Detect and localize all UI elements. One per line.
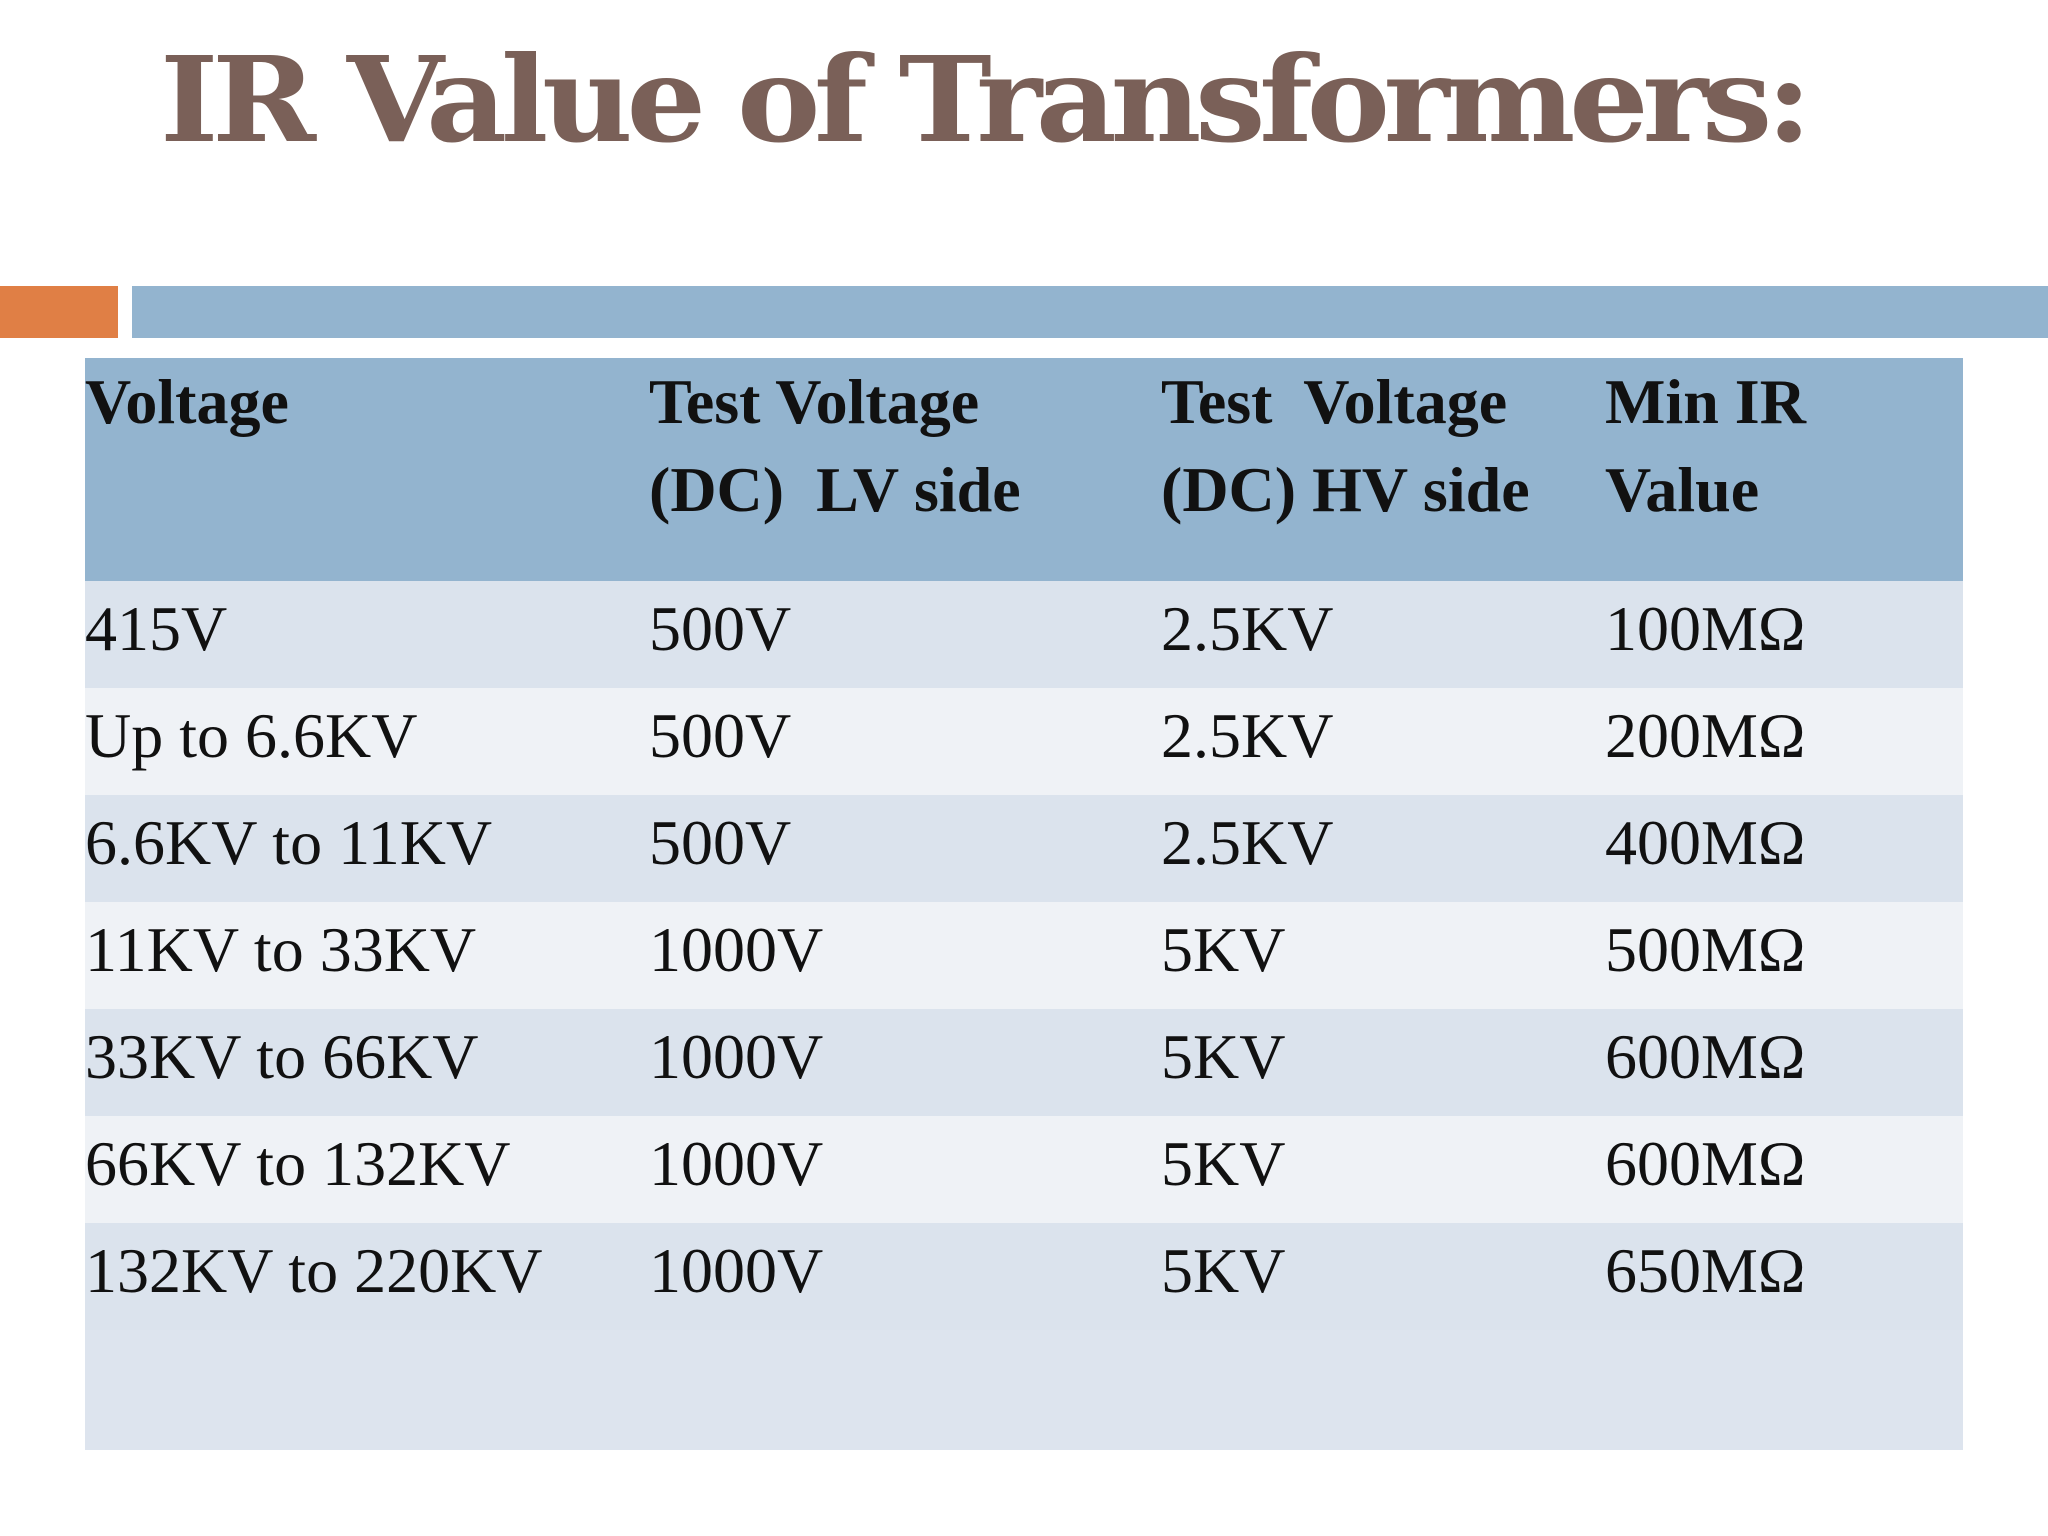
table-row: 132KV to 220KV 1000V 5KV 650MΩ xyxy=(85,1223,1963,1330)
header-min-ir-value-line-2: Value xyxy=(1605,454,1760,525)
cell-text: 600MΩ xyxy=(1605,1020,1806,1092)
accent-bar-orange xyxy=(0,286,118,338)
cell-hv-test-voltage: 5KV xyxy=(1161,1223,1605,1330)
cell-voltage: 66KV to 132KV xyxy=(85,1116,649,1223)
header-test-voltage-hv: Test Voltage (DC) HV side xyxy=(1161,358,1605,581)
cell-text: 500V xyxy=(649,806,792,878)
cell-text: 6.6KV to 11KV xyxy=(85,806,493,878)
cell-text: 500V xyxy=(649,699,792,771)
cell-text: 2.5KV xyxy=(1161,592,1334,664)
cell-min-ir: 500MΩ xyxy=(1605,902,1963,1009)
cell-min-ir: 200MΩ xyxy=(1605,688,1963,795)
cell-voltage: 33KV to 66KV xyxy=(85,1009,649,1116)
cell-text: 11KV to 33KV xyxy=(85,913,477,985)
header-test-voltage-hv-line-1: Test Voltage xyxy=(1161,366,1508,437)
cell-text: 5KV xyxy=(1161,913,1286,985)
slide-title: IR Value of Transformers: xyxy=(160,30,1812,169)
table-row: 415V 500V 2.5KV 100MΩ xyxy=(85,581,1963,688)
table-row: 11KV to 33KV 1000V 5KV 500MΩ xyxy=(85,902,1963,1009)
table-row: 33KV to 66KV 1000V 5KV 600MΩ xyxy=(85,1009,1963,1116)
cell-text: 5KV xyxy=(1161,1127,1286,1199)
cell-text: 415V xyxy=(85,592,228,664)
cell-min-ir: 650MΩ xyxy=(1605,1223,1963,1330)
header-test-voltage-lv-line-2: (DC) LV side xyxy=(649,454,1021,525)
cell-text: 600MΩ xyxy=(1605,1127,1806,1199)
cell-text: 1000V xyxy=(649,1234,824,1306)
cell-text: 2.5KV xyxy=(1161,699,1334,771)
cell-lv-test-voltage: 1000V xyxy=(649,1116,1161,1223)
cell-hv-test-voltage: 2.5KV xyxy=(1161,581,1605,688)
header-test-voltage-hv-line-2: (DC) HV side xyxy=(1161,454,1530,525)
cell-lv-test-voltage: 500V xyxy=(649,795,1161,902)
ir-value-table: Voltage Test Voltage (DC) LV side Test V… xyxy=(85,358,1963,1330)
cell-text: 5KV xyxy=(1161,1234,1286,1306)
cell-min-ir: 600MΩ xyxy=(1605,1009,1963,1116)
header-min-ir-value: Min IR Value xyxy=(1605,358,1963,581)
cell-text: 5KV xyxy=(1161,1020,1286,1092)
header-voltage-line-1: Voltage xyxy=(85,366,289,437)
cell-text: 132KV to 220KV xyxy=(85,1234,543,1306)
cell-min-ir: 100MΩ xyxy=(1605,581,1963,688)
table-row: Up to 6.6KV 500V 2.5KV 200MΩ xyxy=(85,688,1963,795)
ir-value-table-container: Voltage Test Voltage (DC) LV side Test V… xyxy=(85,358,1963,1450)
cell-text: 200MΩ xyxy=(1605,699,1806,771)
cell-hv-test-voltage: 5KV xyxy=(1161,1009,1605,1116)
cell-voltage: 11KV to 33KV xyxy=(85,902,649,1009)
cell-text: 500MΩ xyxy=(1605,913,1806,985)
cell-lv-test-voltage: 1000V xyxy=(649,902,1161,1009)
cell-lv-test-voltage: 500V xyxy=(649,688,1161,795)
cell-min-ir: 600MΩ xyxy=(1605,1116,1963,1223)
cell-text: 500V xyxy=(649,592,792,664)
header-test-voltage-lv: Test Voltage (DC) LV side xyxy=(649,358,1161,581)
cell-text: 1000V xyxy=(649,1127,824,1199)
header-min-ir-value-line-1: Min IR xyxy=(1605,366,1806,437)
cell-text: 100MΩ xyxy=(1605,592,1806,664)
cell-voltage: 415V xyxy=(85,581,649,688)
cell-text: 400MΩ xyxy=(1605,806,1806,878)
cell-lv-test-voltage: 500V xyxy=(649,581,1161,688)
cell-lv-test-voltage: 1000V xyxy=(649,1223,1161,1330)
cell-text: 1000V xyxy=(649,1020,824,1092)
cell-min-ir: 400MΩ xyxy=(1605,795,1963,902)
cell-hv-test-voltage: 5KV xyxy=(1161,902,1605,1009)
cell-hv-test-voltage: 2.5KV xyxy=(1161,795,1605,902)
cell-voltage: 6.6KV to 11KV xyxy=(85,795,649,902)
cell-text: 66KV to 132KV xyxy=(85,1127,511,1199)
table-header-row: Voltage Test Voltage (DC) LV side Test V… xyxy=(85,358,1963,581)
cell-hv-test-voltage: 2.5KV xyxy=(1161,688,1605,795)
table-row: 6.6KV to 11KV 500V 2.5KV 400MΩ xyxy=(85,795,1963,902)
table-row: 66KV to 132KV 1000V 5KV 600MΩ xyxy=(85,1116,1963,1223)
header-test-voltage-lv-line-1: Test Voltage xyxy=(649,366,980,437)
header-voltage: Voltage xyxy=(85,358,649,581)
cell-voltage: Up to 6.6KV xyxy=(85,688,649,795)
cell-text: 2.5KV xyxy=(1161,806,1334,878)
cell-voltage: 132KV to 220KV xyxy=(85,1223,649,1330)
cell-lv-test-voltage: 1000V xyxy=(649,1009,1161,1116)
cell-text: 650MΩ xyxy=(1605,1234,1806,1306)
cell-text: Up to 6.6KV xyxy=(85,699,418,771)
cell-text: 33KV to 66KV xyxy=(85,1020,479,1092)
cell-hv-test-voltage: 5KV xyxy=(1161,1116,1605,1223)
accent-bar-blue xyxy=(132,286,2048,338)
cell-text: 1000V xyxy=(649,913,824,985)
